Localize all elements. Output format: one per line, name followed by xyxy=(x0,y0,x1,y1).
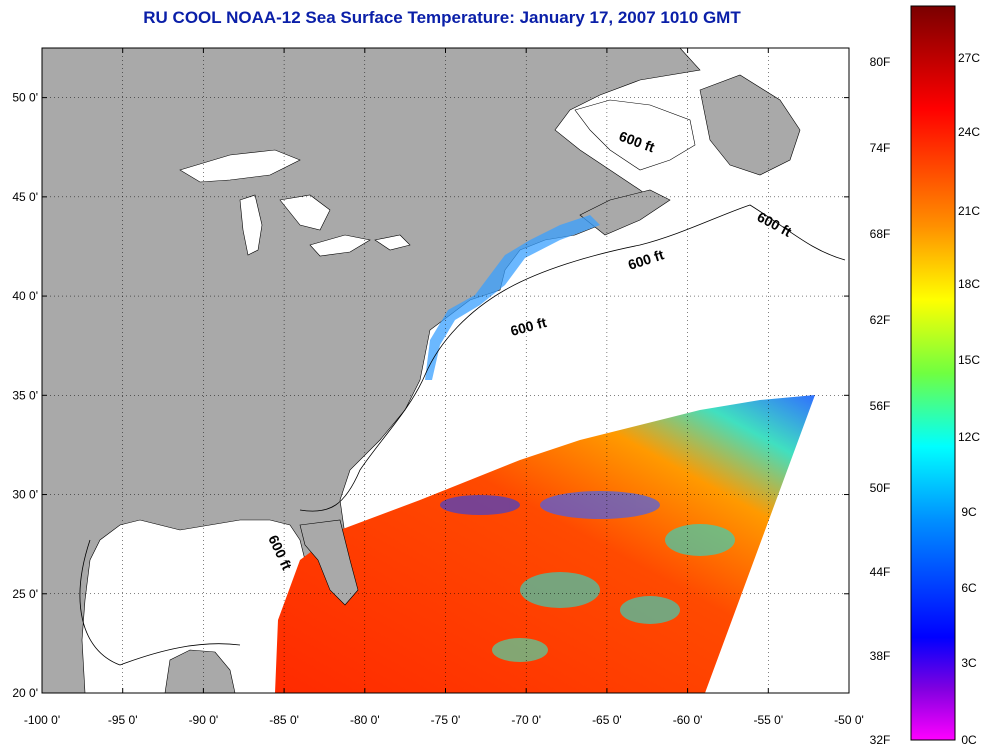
x-tick-label: -50 0' xyxy=(834,713,864,727)
sst-satellite-swath xyxy=(275,395,815,693)
sst-coastal-band xyxy=(425,215,600,380)
x-tick-label: -70 0' xyxy=(511,713,541,727)
map-area xyxy=(42,48,849,693)
colorbar-f-label: 50F xyxy=(870,481,891,495)
great-lakes xyxy=(179,149,411,257)
colorbar-c-label: 6C xyxy=(961,581,977,595)
y-tick-label: 40 0' xyxy=(12,289,38,303)
colorbar: 80F 74F 68F 62F 56F 50F 44F 38F 32F 27C 24C 21C 18C… xyxy=(870,5,980,747)
y-axis-tick-labels: 20 0' 25 0' 30 0' 35 0' 40 0' 45 0' 50 0' xyxy=(12,91,38,700)
x-tick-label: -95 0' xyxy=(108,713,138,727)
y-tick-label: 30 0' xyxy=(12,488,38,502)
x-tick-label: -80 0' xyxy=(350,713,380,727)
colorbar-f-label: 32F xyxy=(870,733,891,747)
x-tick-label: -100 0' xyxy=(24,713,60,727)
depth-contour-600ft xyxy=(79,204,846,666)
colorbar-f-label: 56F xyxy=(870,399,891,413)
colorbar-c-label: 3C xyxy=(961,656,977,670)
y-tick-label: 35 0' xyxy=(12,388,38,402)
colorbar-fahrenheit-labels: 80F 74F 68F 62F 56F 50F 44F 38F 32F xyxy=(870,55,891,747)
x-tick-label: -60 0' xyxy=(673,713,703,727)
axis-ticks xyxy=(41,48,850,694)
colorbar-c-label: 21C xyxy=(958,204,980,218)
y-tick-label: 25 0' xyxy=(12,587,38,601)
x-tick-label: -65 0' xyxy=(592,713,622,727)
x-tick-label: -85 0' xyxy=(269,713,299,727)
y-tick-label: 45 0' xyxy=(12,190,38,204)
nova-scotia xyxy=(579,189,671,236)
x-tick-label: -90 0' xyxy=(189,713,219,727)
colorbar-c-label: 9C xyxy=(961,505,977,519)
colorbar-c-label: 12C xyxy=(958,430,980,444)
colorbar-celsius-labels: 27C 24C 21C 18C 15C 12C 9C 6C 3C 0C xyxy=(958,51,980,747)
colorbar-c-label: 24C xyxy=(958,125,980,139)
x-tick-label: -75 0' xyxy=(431,713,461,727)
graticule xyxy=(42,48,849,693)
y-tick-label: 50 0' xyxy=(12,91,38,105)
colorbar-c-label: 18C xyxy=(958,277,980,291)
colorbar-c-label: 0C xyxy=(961,733,977,747)
colorbar-ramp xyxy=(910,5,956,741)
x-tick-label: -55 0' xyxy=(753,713,783,727)
y-tick-label: 20 0' xyxy=(12,686,38,700)
x-axis-tick-labels: -100 0' -95 0' -90 0' -85 0' -80 0' -75 0' -70… xyxy=(24,713,864,727)
colorbar-f-label: 38F xyxy=(870,649,891,663)
gulf-st-lawrence xyxy=(574,99,696,171)
land-mass xyxy=(42,48,701,693)
newfoundland-island xyxy=(699,74,801,176)
map-title: RU COOL NOAA-12 Sea Surface Temperature:… xyxy=(143,8,741,27)
sst-cool-patches xyxy=(440,491,735,662)
colorbar-f-label: 44F xyxy=(870,565,891,579)
yucatan-peninsula xyxy=(164,649,236,693)
colorbar-f-label: 80F xyxy=(870,55,891,69)
colorbar-f-label: 68F xyxy=(870,227,891,241)
colorbar-f-label: 74F xyxy=(870,141,891,155)
colorbar-c-label: 27C xyxy=(958,51,980,65)
colorbar-c-label: 15C xyxy=(958,353,980,367)
colorbar-f-label: 62F xyxy=(870,313,891,327)
florida-peninsula xyxy=(299,519,359,606)
